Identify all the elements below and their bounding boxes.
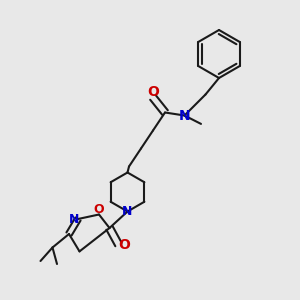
Text: N: N [69, 212, 80, 226]
Text: O: O [94, 202, 104, 216]
Text: O: O [147, 85, 159, 99]
Text: N: N [179, 109, 190, 122]
Text: N: N [122, 205, 133, 218]
Text: O: O [118, 238, 130, 251]
